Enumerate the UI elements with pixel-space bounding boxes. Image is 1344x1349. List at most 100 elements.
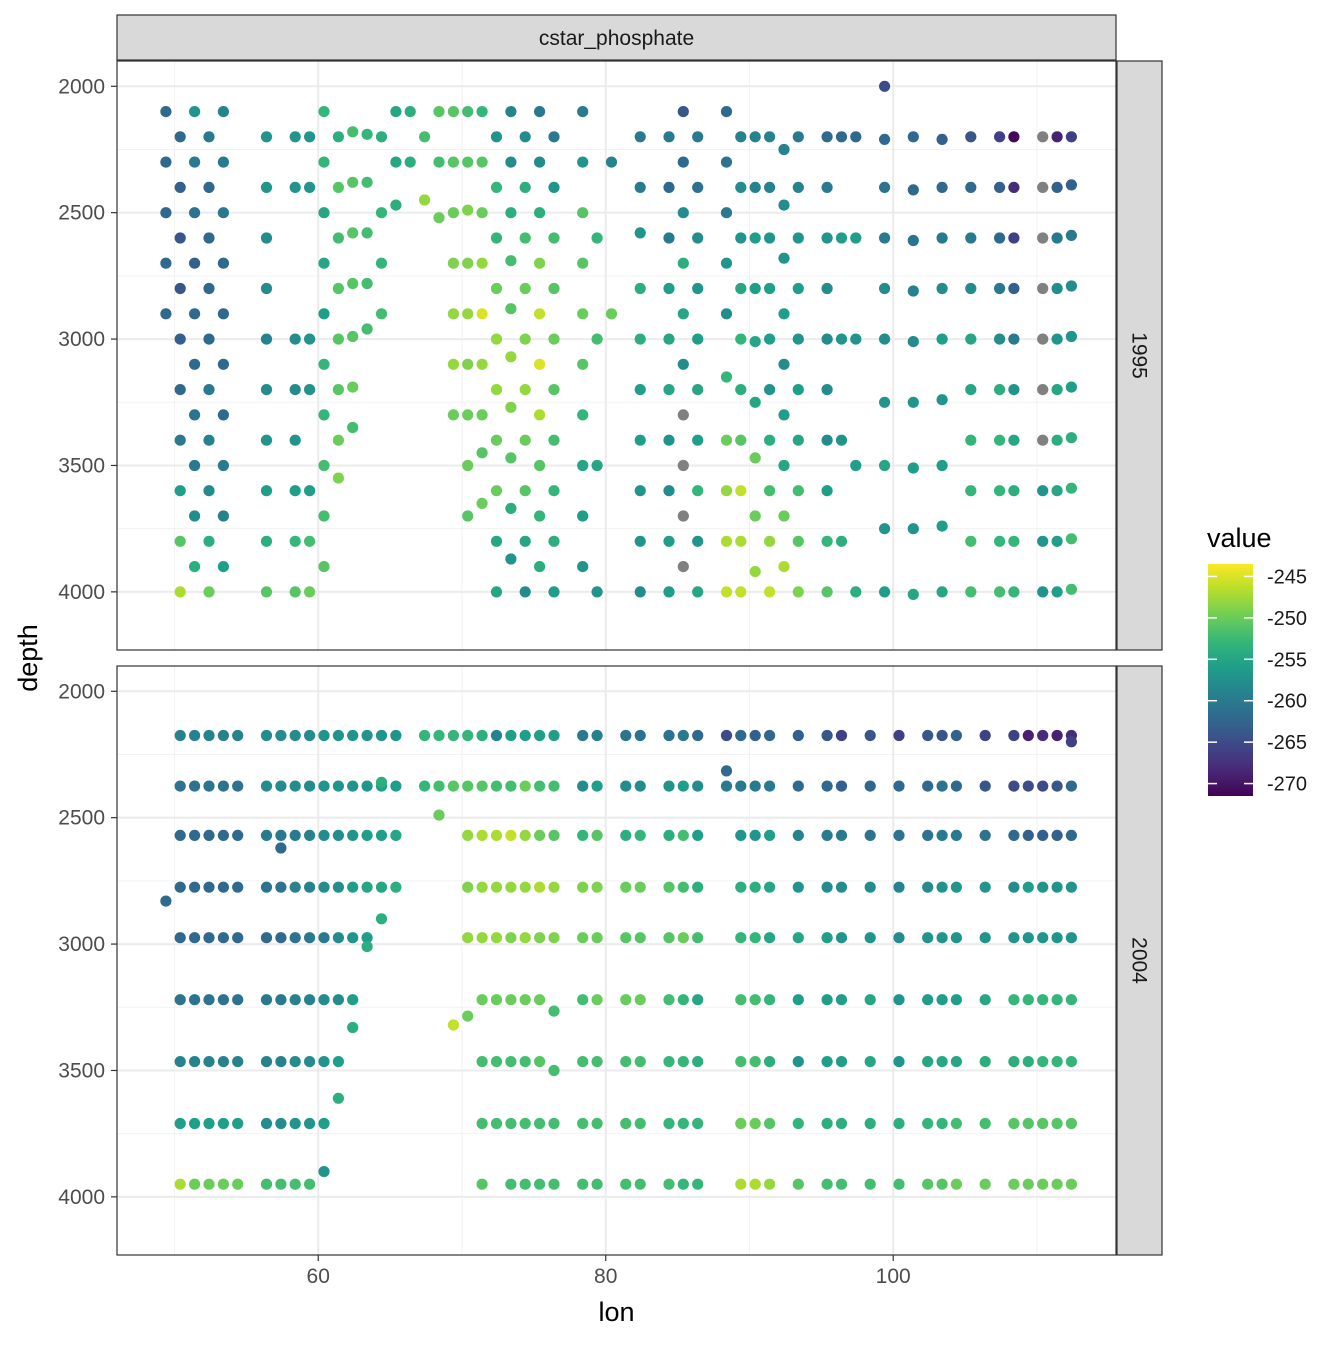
data-point bbox=[692, 485, 704, 497]
data-point bbox=[476, 409, 488, 421]
data-point bbox=[764, 829, 776, 842]
data-point bbox=[749, 336, 761, 348]
data-point bbox=[994, 232, 1006, 244]
data-point bbox=[548, 181, 560, 193]
data-point bbox=[907, 184, 919, 196]
data-point bbox=[764, 881, 776, 893]
data-point bbox=[217, 780, 229, 792]
data-point bbox=[160, 106, 172, 118]
data-point bbox=[950, 1117, 963, 1130]
data-point bbox=[203, 232, 215, 244]
data-point bbox=[1065, 131, 1077, 143]
data-point bbox=[462, 459, 474, 472]
data-point bbox=[663, 780, 675, 792]
data-point bbox=[994, 282, 1006, 295]
data-point bbox=[1065, 482, 1077, 494]
data-point bbox=[764, 994, 776, 1006]
data-point bbox=[174, 282, 186, 295]
data-point bbox=[260, 232, 273, 244]
data-point bbox=[792, 1178, 804, 1190]
data-point bbox=[1065, 533, 1077, 545]
data-point bbox=[332, 472, 344, 484]
data-point bbox=[548, 881, 560, 893]
data-point bbox=[591, 881, 603, 893]
data-point bbox=[490, 333, 503, 345]
data-point bbox=[447, 106, 459, 118]
data-point bbox=[1037, 232, 1049, 244]
data-point bbox=[318, 881, 330, 893]
data-point bbox=[203, 932, 215, 944]
data-point bbox=[519, 780, 531, 792]
data-point bbox=[174, 586, 186, 598]
data-point bbox=[864, 729, 876, 742]
data-point bbox=[174, 780, 186, 792]
data-point bbox=[835, 232, 848, 244]
data-point bbox=[749, 131, 761, 143]
data-point bbox=[1065, 1056, 1077, 1068]
data-point bbox=[677, 729, 689, 742]
data-point bbox=[577, 1178, 589, 1190]
data-point bbox=[692, 1056, 704, 1068]
data-point bbox=[505, 156, 517, 168]
data-point bbox=[1065, 229, 1077, 241]
data-point bbox=[490, 994, 503, 1006]
data-point bbox=[1065, 881, 1077, 893]
x-axis: 60 80 100 bbox=[307, 1255, 911, 1288]
data-point bbox=[1022, 729, 1034, 742]
data-point bbox=[203, 333, 215, 345]
data-point bbox=[476, 106, 488, 118]
data-point bbox=[174, 181, 186, 193]
data-point bbox=[232, 829, 244, 842]
data-point bbox=[1037, 282, 1049, 295]
data-point bbox=[419, 194, 431, 206]
data-point bbox=[879, 80, 891, 92]
data-point bbox=[1022, 994, 1034, 1006]
data-point bbox=[994, 535, 1006, 547]
data-point bbox=[864, 780, 876, 792]
data-point bbox=[835, 535, 848, 547]
data-point bbox=[677, 561, 689, 573]
data-point bbox=[361, 729, 373, 742]
data-point bbox=[1065, 829, 1077, 842]
data-point bbox=[735, 1056, 747, 1068]
data-point bbox=[318, 358, 330, 370]
data-point bbox=[663, 881, 675, 893]
data-point bbox=[879, 586, 891, 598]
data-point bbox=[735, 729, 747, 742]
data-point bbox=[879, 459, 891, 472]
data-point bbox=[476, 729, 488, 742]
panel-background-1995 bbox=[117, 61, 1116, 650]
data-point bbox=[764, 1178, 776, 1190]
data-point bbox=[332, 829, 344, 842]
data-point bbox=[577, 780, 589, 792]
panel-border-2004 bbox=[116, 665, 1117, 1256]
data-point bbox=[260, 333, 273, 345]
data-point bbox=[922, 780, 934, 792]
data-point bbox=[548, 535, 560, 547]
data-point bbox=[591, 459, 603, 472]
data-point bbox=[203, 282, 215, 295]
data-point bbox=[304, 881, 316, 893]
data-point bbox=[577, 358, 589, 370]
facet-strip-column bbox=[116, 14, 1117, 61]
data-point bbox=[1051, 181, 1063, 193]
data-point bbox=[577, 156, 589, 168]
data-point bbox=[893, 1178, 905, 1190]
data-point bbox=[634, 535, 646, 547]
data-point bbox=[577, 409, 589, 421]
data-point bbox=[490, 1056, 503, 1068]
data-point bbox=[605, 308, 618, 320]
data-point bbox=[1051, 1056, 1063, 1068]
data-point bbox=[490, 881, 503, 893]
data-point bbox=[189, 994, 201, 1006]
data-point bbox=[505, 255, 517, 267]
data-point bbox=[749, 994, 761, 1006]
points-2004 bbox=[160, 729, 1077, 1190]
data-point bbox=[663, 485, 675, 497]
data-point bbox=[332, 282, 344, 295]
data-point bbox=[893, 932, 905, 944]
data-point bbox=[835, 131, 848, 143]
data-point bbox=[692, 181, 704, 193]
data-point bbox=[476, 257, 488, 269]
